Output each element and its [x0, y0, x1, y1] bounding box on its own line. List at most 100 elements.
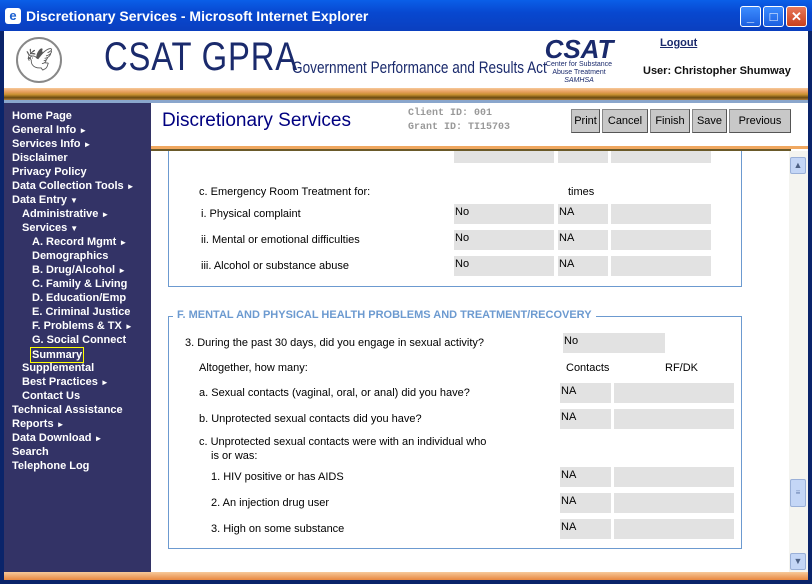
header-divider	[4, 100, 808, 103]
sidebar-item[interactable]: B. Drug/Alcohol ►	[32, 263, 126, 278]
sidebar-item[interactable]: Data Collection Tools ►	[12, 179, 135, 194]
save-button[interactable]: Save	[692, 109, 727, 133]
sidebar-item[interactable]: Administrative ►	[22, 207, 109, 222]
sidebar-item[interactable]: Data Entry ▼	[12, 193, 78, 208]
sidebar-item-label: Search	[12, 446, 49, 458]
field[interactable]	[558, 151, 608, 163]
header-stripe	[4, 88, 808, 100]
sidebar-item-label: Services	[22, 222, 68, 234]
sidebar-item-label: Summary	[32, 349, 83, 361]
footer-stripe	[4, 572, 808, 580]
sidebar-item-label: E. Criminal Justice	[32, 306, 131, 318]
treatment-field[interactable]: No	[454, 256, 554, 276]
rfdk-field[interactable]	[614, 409, 734, 429]
sidebar-item[interactable]: G. Social Connect	[32, 333, 126, 347]
sidebar-item[interactable]: Supplemental	[22, 361, 94, 375]
sidebar-item[interactable]: C. Family & Living	[32, 277, 127, 291]
question-c-label-cont: is or was:	[211, 450, 258, 462]
sidebar-item-label: Privacy Policy	[12, 166, 87, 178]
rfdk-field[interactable]	[614, 493, 734, 513]
grant-id: Grant ID: TI15703	[408, 122, 511, 133]
sidebar-item[interactable]: Privacy Policy	[12, 165, 87, 179]
question-b-label: b. Unprotected sexual contacts did you h…	[199, 413, 422, 425]
contacts-field[interactable]: NA	[560, 409, 611, 429]
finish-button[interactable]: Finish	[650, 109, 690, 133]
print-button[interactable]: Print	[571, 109, 600, 133]
sidebar-item[interactable]: Disclaimer	[12, 151, 68, 165]
section-f-legend: F. MENTAL AND PHYSICAL HEALTH PROBLEMS A…	[173, 309, 596, 321]
sidebar-item-label: B. Drug/Alcohol	[32, 264, 116, 276]
triangle-right-icon: ►	[126, 182, 135, 191]
treatment-field[interactable]: No	[454, 230, 554, 250]
rfdk-field[interactable]	[611, 256, 711, 276]
triangle-right-icon: ►	[124, 322, 133, 331]
cancel-button[interactable]: Cancel	[602, 109, 648, 133]
sidebar-item[interactable]: Services ▼	[22, 221, 78, 236]
brand-subtitle: Government Performance and Results Act	[292, 58, 547, 77]
sidebar-item-label: Disclaimer	[12, 152, 68, 164]
sidebar-item-label: G. Social Connect	[32, 334, 127, 346]
rfdk-field[interactable]	[611, 230, 711, 250]
sidebar-item-label: Contact Us	[22, 390, 81, 402]
sidebar-item-label: A. Record Mgmt	[32, 236, 117, 248]
sidebar-item-label: Data Collection Tools	[12, 180, 124, 192]
form-content: c. Emergency Room Treatment for: times i. …	[151, 151, 791, 572]
question-a-label: a. Sexual contacts (vaginal, oral, or an…	[199, 387, 470, 399]
q3-label: 3. During the past 30 days, did you enga…	[185, 337, 485, 349]
sidebar-item[interactable]: Technical Assistance	[12, 403, 123, 417]
times-field[interactable]: NA	[558, 256, 608, 276]
contacts-header: Contacts	[566, 362, 610, 374]
triangle-down-icon: ▼	[70, 196, 78, 205]
rfdk-field[interactable]	[614, 519, 734, 539]
maximize-button[interactable]: □	[763, 6, 784, 27]
sidebar-item[interactable]: Services Info ►	[12, 137, 91, 152]
page-title: Discretionary Services	[162, 110, 351, 131]
times-field[interactable]: NA	[558, 230, 608, 250]
window-titlebar: e Discretionary Services - Microsoft Int…	[0, 0, 812, 31]
scroll-down-button[interactable]: ▼	[790, 553, 806, 570]
contacts-field[interactable]: NA	[560, 383, 611, 403]
close-button[interactable]: ✕	[786, 6, 807, 27]
sidebar-item[interactable]: Search	[12, 445, 49, 459]
sidebar-item[interactable]: Contact Us	[22, 389, 80, 403]
sidebar-item-label: Technical Assistance	[12, 404, 123, 416]
sidebar-item-label: Home Page	[12, 110, 72, 122]
rfdk-field[interactable]	[614, 383, 734, 403]
sidebar-item[interactable]: Summary	[30, 347, 85, 363]
contacts-field[interactable]: NA	[560, 519, 611, 539]
field[interactable]	[611, 151, 711, 163]
sidebar-item[interactable]: Telephone Log	[12, 459, 89, 473]
sidebar-item[interactable]: General Info ►	[12, 123, 87, 138]
sidebar-item[interactable]: Home Page	[12, 109, 72, 123]
contacts-field[interactable]: NA	[560, 467, 611, 487]
sidebar-item[interactable]: Data Download ►	[12, 431, 102, 446]
field[interactable]	[454, 151, 554, 163]
ie-icon: e	[5, 8, 21, 24]
triangle-right-icon: ►	[119, 238, 128, 247]
logout-link[interactable]: Logout	[660, 37, 698, 49]
sidebar-item-label: D. Education/Emp	[32, 292, 127, 304]
sidebar-item[interactable]: Demographics	[32, 249, 108, 263]
contacts-field[interactable]: NA	[560, 493, 611, 513]
previous-button[interactable]: Previous	[729, 109, 791, 133]
sidebar-item[interactable]: Best Practices ►	[22, 375, 109, 390]
client-id: Client ID: 001	[408, 108, 493, 119]
times-field[interactable]: NA	[558, 204, 608, 224]
sidebar-item[interactable]: D. Education/Emp	[32, 291, 126, 305]
sidebar-item[interactable]: F. Problems & TX ►	[32, 319, 133, 334]
rfdk-field[interactable]	[614, 467, 734, 487]
minimize-button[interactable]: _	[740, 6, 761, 27]
site-header: 🕊 CSAT GPRA Government Performance and R…	[4, 31, 808, 88]
vertical-scrollbar[interactable]: ▲ ≡ ▼	[789, 151, 808, 572]
rfdk-field[interactable]	[611, 204, 711, 224]
sidebar-item-label: C. Family & Living	[32, 278, 128, 290]
logo-line: Center for Substance	[545, 61, 613, 68]
triangle-right-icon: ►	[118, 266, 127, 275]
sidebar-item[interactable]: Reports ►	[12, 417, 64, 432]
sidebar-item[interactable]: A. Record Mgmt ►	[32, 235, 127, 250]
sidebar-item[interactable]: E. Criminal Justice	[32, 305, 130, 319]
scroll-up-button[interactable]: ▲	[790, 157, 806, 174]
treatment-field[interactable]: No	[454, 204, 554, 224]
scroll-thumb[interactable]: ≡	[790, 479, 806, 507]
q3-field[interactable]: No	[563, 333, 665, 353]
